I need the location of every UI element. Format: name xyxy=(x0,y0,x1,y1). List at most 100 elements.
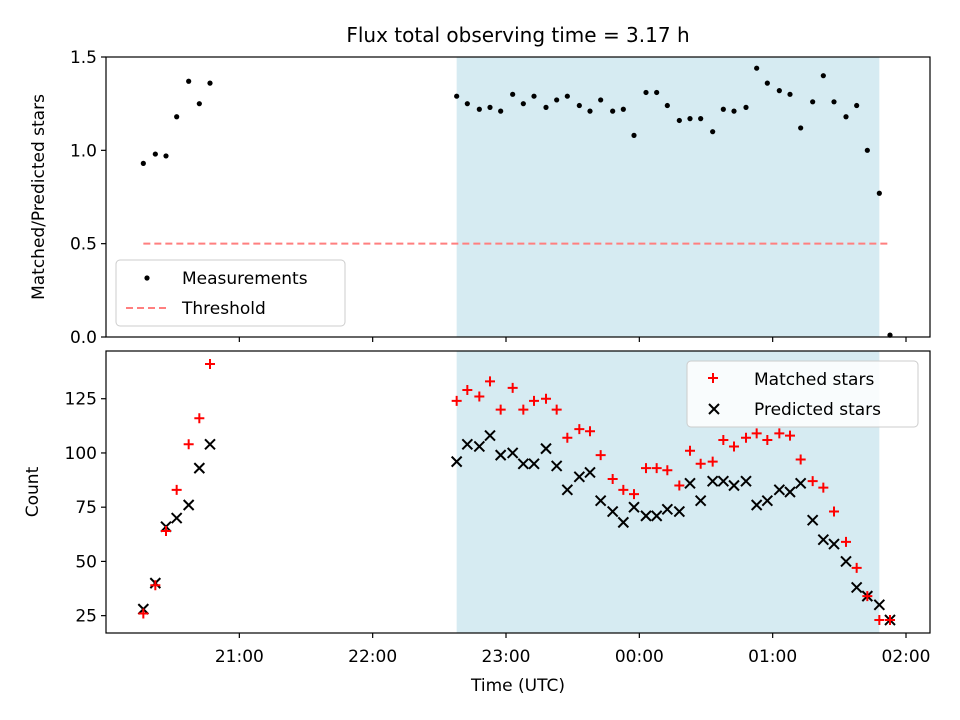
count-y-tick-label: 125 xyxy=(65,390,97,410)
predicted-point xyxy=(584,466,596,479)
measurement-point xyxy=(140,160,146,166)
matched-point xyxy=(574,424,585,435)
predicted-point xyxy=(694,494,707,507)
count-legend-box xyxy=(686,360,919,428)
predicted-point xyxy=(840,555,852,568)
matched-point xyxy=(451,395,462,406)
measurement-point xyxy=(743,104,749,110)
matched-point xyxy=(171,484,182,495)
ratio-y-tick-label: 0.5 xyxy=(70,235,97,255)
measurement-point xyxy=(798,125,804,131)
matched-point xyxy=(785,430,795,441)
x-tick-label: 23:00 xyxy=(482,647,531,667)
matched-point xyxy=(485,376,495,387)
legend-matched-marker xyxy=(708,373,718,383)
matched-point xyxy=(529,395,539,406)
measurement-point xyxy=(864,147,870,153)
measurement-point xyxy=(564,93,570,99)
matched-point xyxy=(874,614,885,625)
measurement-point xyxy=(720,106,726,112)
predicted-point xyxy=(728,479,740,492)
matched-point xyxy=(495,404,506,415)
matched-point xyxy=(885,614,895,625)
predicted-point xyxy=(528,458,540,470)
matched-point xyxy=(807,476,818,487)
legend-predicted-marker xyxy=(708,403,720,415)
predicted-point xyxy=(784,486,796,498)
predicted-point xyxy=(873,599,886,611)
matched-point xyxy=(183,439,194,450)
predicted-point xyxy=(750,499,763,511)
predicted-point xyxy=(773,484,786,496)
matched-point xyxy=(585,426,595,437)
measurement-point xyxy=(610,108,616,114)
measurement-point xyxy=(598,97,604,103)
measurement-point xyxy=(843,114,849,120)
count-x-ticks: 21:00 22:00 23:00 00:00 01:00 02:00 xyxy=(215,633,931,667)
measurement-point xyxy=(854,102,860,109)
x-tick-label: 02:00 xyxy=(882,647,931,667)
ratio-y-tick-label: 0.0 xyxy=(70,328,97,348)
measurement-point xyxy=(810,99,816,105)
predicted-point xyxy=(706,475,719,487)
predicted-point xyxy=(204,438,216,450)
legend-matched-label: Matched stars xyxy=(754,370,874,390)
ratio-y-axis-label: Matched/Predicted stars xyxy=(29,94,49,300)
ratio-x-ticks xyxy=(238,337,907,342)
measurement-point xyxy=(174,114,180,120)
matched-point xyxy=(551,404,562,415)
measurement-points xyxy=(140,65,893,338)
x-axis-label: Time (UTC) xyxy=(470,676,565,696)
predicted-point xyxy=(540,442,552,455)
x-tick-label: 01:00 xyxy=(748,647,797,667)
matched-point xyxy=(795,454,806,465)
matched-point xyxy=(518,404,529,415)
measurement-point xyxy=(487,104,493,110)
predicted-point xyxy=(484,429,496,442)
predicted-point xyxy=(594,494,607,507)
measurement-point xyxy=(776,88,782,94)
measurement-point xyxy=(186,78,192,84)
measurement-point xyxy=(787,91,793,97)
count-y-tick-label: 25 xyxy=(75,607,97,627)
predicted-point xyxy=(450,455,463,468)
x-tick-label: 21:00 xyxy=(215,647,264,667)
measurement-point xyxy=(820,73,826,79)
predicted-point xyxy=(761,494,774,507)
matched-point xyxy=(695,458,706,469)
measurement-point xyxy=(631,132,637,138)
measurement-point xyxy=(620,106,626,112)
matched-point xyxy=(862,591,873,602)
x-tick-label: 22:00 xyxy=(348,647,397,667)
chart-title: Flux total observing time = 3.17 h xyxy=(346,23,689,47)
matched-point xyxy=(851,562,862,573)
predicted-point xyxy=(640,510,652,522)
count-panel: 25 50 75 100 125 21:00 22:00 23:00 00:00 01:00 02… xyxy=(23,350,931,696)
matched-point xyxy=(474,391,485,402)
matched-point xyxy=(774,428,785,439)
predicted-point xyxy=(717,475,730,487)
matched-point xyxy=(685,445,695,456)
count-y-ticks: 25 50 75 100 125 xyxy=(65,390,106,627)
measurement-point xyxy=(510,91,516,97)
matched-point xyxy=(161,526,171,537)
ratio-y-tick-label: 1.5 xyxy=(70,48,97,68)
legend-predicted-label: Predicted stars xyxy=(754,400,881,420)
measurement-point xyxy=(454,93,460,99)
measurement-point xyxy=(710,129,716,135)
ratio-legend-box xyxy=(115,259,346,327)
measurement-point xyxy=(196,101,202,107)
matched-point xyxy=(729,441,739,452)
measurement-point xyxy=(764,80,770,86)
matched-point xyxy=(507,382,518,393)
matched-point xyxy=(741,432,751,443)
matched-point xyxy=(462,385,473,396)
matched-point xyxy=(641,463,651,474)
measurement-point xyxy=(664,102,670,109)
ratio-panel: 0.0 0.5 1.0 1.5 Matched/Predicted stars Mea… xyxy=(29,48,931,348)
count-points xyxy=(137,359,896,626)
predicted-point xyxy=(740,475,752,487)
predicted-point xyxy=(461,438,474,450)
predicted-point xyxy=(193,462,206,474)
